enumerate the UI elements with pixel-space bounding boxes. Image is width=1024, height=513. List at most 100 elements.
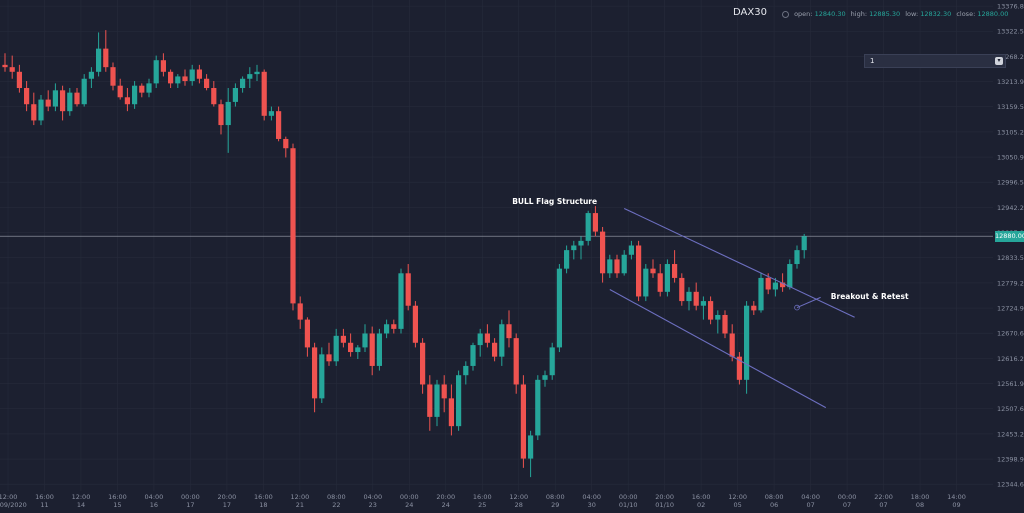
- time-tick-label: 04:00: [145, 493, 164, 501]
- candle-body: [434, 384, 440, 417]
- date-tick-label: 10/09/2020: [0, 501, 27, 509]
- candle-body: [578, 240, 584, 246]
- interval-value: 1: [870, 57, 875, 65]
- candle-body: [362, 333, 368, 348]
- time-tick-label: 08:00: [546, 493, 565, 501]
- channel-line[interactable]: [609, 289, 827, 409]
- time-tick-label: 00:00: [619, 493, 638, 501]
- interval-select[interactable]: 1 ▾: [864, 54, 1006, 68]
- candle-body: [38, 99, 44, 121]
- price-tick-label: 12670.60: [997, 330, 1024, 338]
- candle-body: [153, 60, 159, 84]
- date-tick-label: 01/10: [655, 501, 674, 509]
- candle-body: [787, 264, 793, 288]
- candle-body: [110, 67, 116, 86]
- candle-body: [751, 305, 757, 311]
- candle-body: [276, 111, 282, 139]
- price-tick-label: 12453.28: [997, 430, 1024, 438]
- candle-body: [700, 301, 706, 306]
- candle-body: [81, 78, 87, 105]
- visibility-icon[interactable]: [782, 10, 789, 18]
- time-tick-label: 12:00: [72, 493, 91, 501]
- time-tick-label: 12:00: [290, 493, 309, 501]
- time-tick-label: 16:00: [254, 493, 273, 501]
- candle-body: [384, 324, 390, 334]
- high-value: 12885.30: [869, 10, 901, 18]
- candle-body: [333, 335, 339, 362]
- candle-body: [247, 74, 253, 79]
- candle-body: [801, 236, 807, 251]
- time-tick-label: 12:00: [0, 493, 17, 501]
- time-tick-label: 00:00: [838, 493, 857, 501]
- candle-body: [391, 324, 397, 329]
- high-label: high:: [850, 10, 868, 18]
- candle-body: [132, 85, 138, 105]
- candle-body: [88, 71, 94, 79]
- candle-body: [189, 69, 195, 82]
- candle-body: [520, 384, 526, 459]
- date-tick-label: 07: [806, 501, 814, 509]
- candle-body: [124, 97, 130, 105]
- candle-body: [484, 333, 490, 343]
- date-tick-label: 28: [515, 501, 523, 509]
- candle-body: [290, 148, 296, 304]
- price-tick-label: 13050.91: [997, 154, 1024, 162]
- channel-line[interactable]: [623, 207, 855, 318]
- candle-body: [636, 245, 642, 297]
- time-tick-label: 16:00: [473, 493, 492, 501]
- date-tick-label: 07: [843, 501, 851, 509]
- price-tick-label: 12344.62: [997, 481, 1024, 489]
- time-axis-bg: [0, 491, 1024, 513]
- candle-body: [67, 92, 73, 112]
- candle-body: [463, 365, 469, 376]
- ohlc-readout: open: 12840.30 high: 12885.30 low: 12832…: [782, 10, 1011, 18]
- candle-body: [16, 71, 22, 89]
- candle-body: [686, 291, 692, 302]
- candle-body: [643, 268, 649, 297]
- candle-body: [168, 71, 174, 84]
- candle-body: [340, 335, 346, 343]
- candle-body: [348, 342, 354, 353]
- arrow-head: [794, 304, 800, 311]
- date-tick-label: 05: [733, 501, 741, 509]
- time-tick-label: 08:00: [327, 493, 346, 501]
- price-axis[interactable]: 13376.89 13322.56 13268.23 13213.90 13159.57…: [997, 3, 1024, 489]
- candle-body: [542, 375, 548, 380]
- price-tick-label: 13376.89: [997, 3, 1024, 11]
- time-tick-label: 08:00: [765, 493, 784, 501]
- price-tick-label: 12724.93: [997, 305, 1024, 313]
- candle-body: [564, 250, 570, 269]
- price-tick-label: 12942.25: [997, 204, 1024, 212]
- time-tick-label: 12:00: [728, 493, 747, 501]
- time-axis[interactable]: 12:0010/09/202016:001112:001416:001504:0…: [0, 491, 1024, 513]
- candle-body: [304, 319, 310, 348]
- symbol-title: DAX30: [733, 7, 767, 18]
- candle-body: [24, 88, 30, 105]
- candle-body: [232, 88, 238, 102]
- candle-body: [52, 90, 58, 107]
- candle-body: [535, 379, 541, 436]
- candle-body: [736, 356, 742, 380]
- time-tick-label: 20:00: [218, 493, 237, 501]
- candle-body: [585, 213, 591, 241]
- candle-body: [708, 301, 714, 320]
- candle-body: [398, 273, 404, 329]
- date-tick-label: 22: [332, 501, 340, 509]
- candle-body: [571, 245, 577, 251]
- date-tick-label: 21: [296, 501, 304, 509]
- price-tick-label: 12616.27: [997, 355, 1024, 363]
- candle-body: [765, 277, 771, 290]
- time-tick-label: 16:00: [692, 493, 711, 501]
- candle-body: [139, 85, 145, 93]
- candle-body: [254, 71, 260, 75]
- candle-body: [592, 213, 598, 232]
- candle-body: [456, 375, 462, 427]
- candle-body: [470, 345, 476, 366]
- date-tick-label: 02: [697, 501, 705, 509]
- candle-body: [499, 324, 505, 357]
- candle-body: [657, 273, 663, 292]
- candle-body: [794, 250, 800, 265]
- time-tick-label: 14:00: [947, 493, 966, 501]
- candle-body: [412, 305, 418, 343]
